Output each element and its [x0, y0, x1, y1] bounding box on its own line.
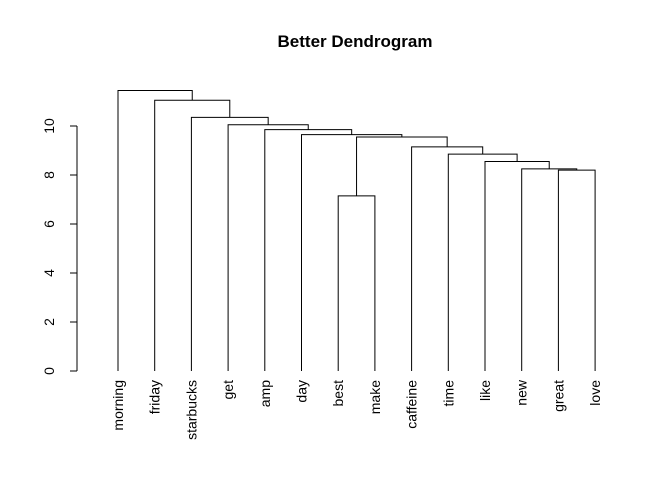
dendrogram-link: [447, 153, 518, 371]
dendrogram-link: [227, 124, 309, 371]
leaf-label: best: [330, 380, 346, 407]
dendrogram-link: [411, 146, 484, 371]
leaf-label: get: [220, 380, 236, 400]
leaf-label: make: [367, 380, 383, 414]
leaf-label: time: [440, 380, 456, 407]
leaf-label: day: [294, 380, 310, 403]
dendrogram-link: [117, 89, 193, 371]
leaf-label: great: [550, 380, 566, 412]
dendrogram-link: [557, 169, 596, 371]
leaf-label: amp: [257, 380, 273, 407]
y-tick-label: 10: [41, 118, 57, 134]
dendrogram-link: [190, 116, 269, 371]
leaf-label: new: [514, 379, 530, 406]
leaf-label: starbucks: [183, 380, 199, 440]
dendrogram-link: [484, 161, 550, 371]
leaf-label: morning: [110, 380, 126, 431]
dendrogram-link: [154, 99, 231, 371]
dendrogram-link: [337, 195, 376, 371]
y-tick-label: 0: [41, 367, 57, 375]
dendrogram-link: [521, 168, 578, 371]
leaf-label: like: [477, 380, 493, 401]
y-tick-label: 4: [41, 269, 57, 277]
dendrogram-links: [117, 89, 596, 371]
leaf-labels: morning friday starbucks get amp day best make c…: [110, 379, 603, 440]
chart-title: Better Dendrogram: [278, 32, 433, 51]
leaf-label: love: [587, 380, 603, 406]
y-tick-label: 2: [41, 318, 57, 326]
y-tick-label: 8: [41, 171, 57, 179]
leaf-label: friday: [147, 380, 163, 414]
leaf-label: caffeine: [404, 380, 420, 429]
dendrogram-link: [356, 136, 448, 196]
y-tick-label: 6: [41, 220, 57, 228]
y-axis: 0 2 4 6 8 10: [41, 118, 78, 375]
dendrogram-link: [301, 134, 403, 371]
